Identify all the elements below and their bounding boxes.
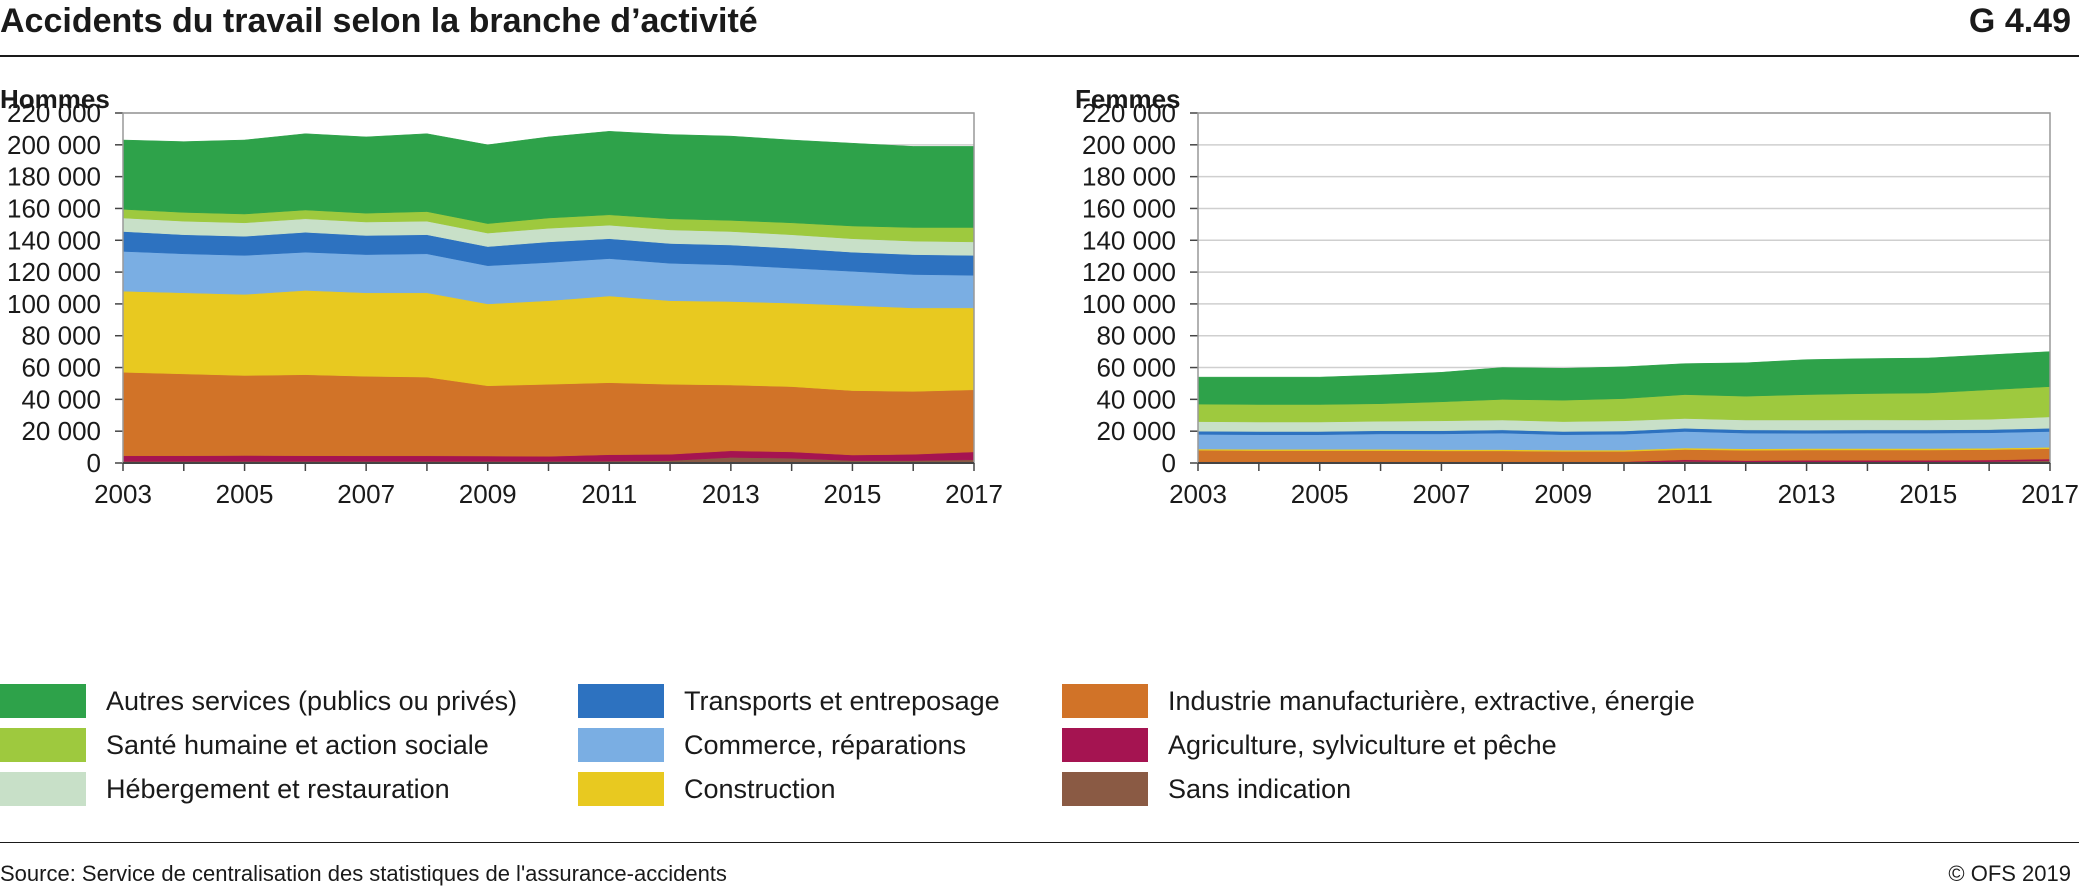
legend-item-heberg: Hébergement et restauration [0,772,450,806]
y-tick-label: 0 [87,448,101,478]
bottom-rule [0,842,2079,843]
legend-swatch [0,684,86,718]
y-tick-label: 80 000 [1096,321,1176,351]
y-tick-label: 140 000 [7,225,101,255]
y-tick-label: 200 000 [1082,130,1176,160]
y-tick-label: 220 000 [1082,98,1176,128]
x-tick-label: 2007 [337,479,395,509]
y-tick-label: 200 000 [7,130,101,160]
legend-label: Agriculture, sylviculture et pêche [1168,729,1557,760]
legend-swatch [1062,684,1148,718]
y-tick-label: 100 000 [7,289,101,319]
y-tick-label: 160 000 [7,193,101,223]
area-autres [122,131,975,228]
x-tick-label: 2003 [94,479,152,509]
x-tick-label: 2003 [1169,479,1227,509]
legend: Autres services (publics ou privés) Santé… [0,684,2079,824]
legend-swatch [0,728,86,762]
legend-swatch [1062,772,1148,806]
chart-code: G 4.49 [1968,2,2071,40]
legend-item-sante: Santé humaine et action sociale [0,728,489,762]
legend-label: Construction [684,773,836,804]
x-tick-label: 2007 [1413,479,1471,509]
x-tick-label: 2011 [581,479,637,509]
y-tick-label: 120 000 [1082,257,1176,287]
y-tick-label: 140 000 [1082,225,1176,255]
x-tick-label: 2017 [2021,479,2079,509]
x-tick-label: 2005 [216,479,274,509]
y-tick-label: 180 000 [1082,162,1176,192]
x-tick-label: 2013 [702,479,760,509]
x-tick-label: 2009 [459,479,517,509]
x-tick-label: 2017 [945,479,1003,509]
legend-item-constr: Construction [578,772,836,806]
x-tick-label: 2005 [1291,479,1349,509]
legend-label: Autres services (publics ou privés) [106,685,518,716]
x-tick-label: 2015 [824,479,882,509]
legend-item-agri: Agriculture, sylviculture et pêche [1062,728,1557,762]
copyright: © OFS 2019 [1948,861,2071,886]
legend-label: Hébergement et restauration [106,773,450,804]
legend-item-autres: Autres services (publics ou privés) [0,684,517,718]
y-tick-label: 80 000 [21,321,101,351]
legend-item-sans: Sans indication [1062,772,1351,806]
y-tick-label: 40 000 [21,384,101,414]
legend-item-transp: Transports et entreposage [578,684,1000,718]
chart-title: Accidents du travail selon la branche d’… [0,2,758,40]
legend-label: Transports et entreposage [684,685,1000,716]
y-tick-label: 20 000 [1096,416,1176,446]
legend-swatch [578,728,664,762]
legend-label: Industrie manufacturière, extractive, én… [1168,685,1695,716]
legend-swatch [578,684,664,718]
y-tick-label: 220 000 [7,98,101,128]
x-tick-label: 2009 [1534,479,1592,509]
panel-subtitle: Femmes [1075,84,1181,114]
legend-item-comm: Commerce, réparations [578,728,966,762]
x-tick-label: 2015 [1899,479,1957,509]
y-tick-label: 120 000 [7,257,101,287]
legend-swatch [0,772,86,806]
legend-swatch [578,772,664,806]
y-tick-label: 20 000 [21,416,101,446]
y-tick-label: 160 000 [1082,193,1176,223]
legend-label: Sans indication [1168,773,1352,804]
x-tick-label: 2013 [1778,479,1836,509]
panel-subtitle: Hommes [0,84,110,114]
legend-label: Commerce, réparations [684,729,967,760]
legend-label: Santé humaine et action sociale [106,729,489,760]
legend-item-indus: Industrie manufacturière, extractive, én… [1062,684,1695,718]
y-tick-label: 0 [1162,448,1176,478]
y-tick-label: 60 000 [1096,353,1176,383]
y-tick-label: 60 000 [21,353,101,383]
y-tick-label: 40 000 [1096,384,1176,414]
top-rule [0,55,2079,57]
legend-swatch [1062,728,1148,762]
x-tick-label: 2011 [1657,479,1713,509]
y-tick-label: 180 000 [7,162,101,192]
source-note: Source: Service de centralisation des st… [0,861,727,886]
y-tick-label: 100 000 [1082,289,1176,319]
